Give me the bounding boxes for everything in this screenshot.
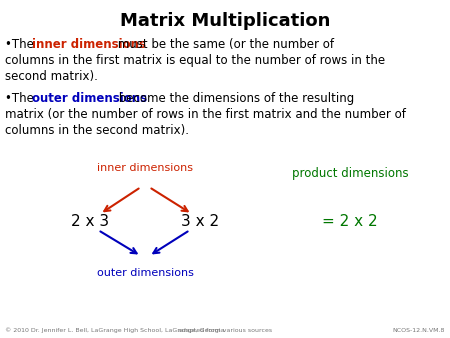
Text: second matrix).: second matrix). (5, 70, 98, 83)
Text: matrix (or the number of rows in the first matrix and the number of: matrix (or the number of rows in the fir… (5, 108, 406, 121)
Text: Matrix Multiplication: Matrix Multiplication (120, 12, 330, 30)
Text: 2 x 3: 2 x 3 (71, 215, 109, 230)
Text: inner dimensions: inner dimensions (97, 163, 193, 173)
Text: product dimensions: product dimensions (292, 167, 408, 180)
Text: inner dimensions: inner dimensions (32, 38, 146, 51)
Text: adapted from various sources: adapted from various sources (178, 328, 272, 333)
Text: outer dimensions: outer dimensions (97, 268, 194, 278)
Text: become the dimensions of the resulting: become the dimensions of the resulting (115, 92, 354, 105)
Text: columns in the first matrix is equal to the number of rows in the: columns in the first matrix is equal to … (5, 54, 385, 67)
Text: columns in the second matrix).: columns in the second matrix). (5, 124, 189, 137)
Text: •The: •The (5, 92, 38, 105)
Text: NCOS-12.N.VM.8: NCOS-12.N.VM.8 (392, 328, 445, 333)
Text: 3 x 2: 3 x 2 (181, 215, 219, 230)
Text: •The: •The (5, 38, 38, 51)
Text: = 2 x 2: = 2 x 2 (322, 215, 378, 230)
Text: outer dimensions: outer dimensions (32, 92, 147, 105)
Text: © 2010 Dr. Jennifer L. Bell, LaGrange High School, LaGrange, Georgia: © 2010 Dr. Jennifer L. Bell, LaGrange Hi… (5, 328, 225, 333)
Text: must be the same (or the number of: must be the same (or the number of (114, 38, 334, 51)
